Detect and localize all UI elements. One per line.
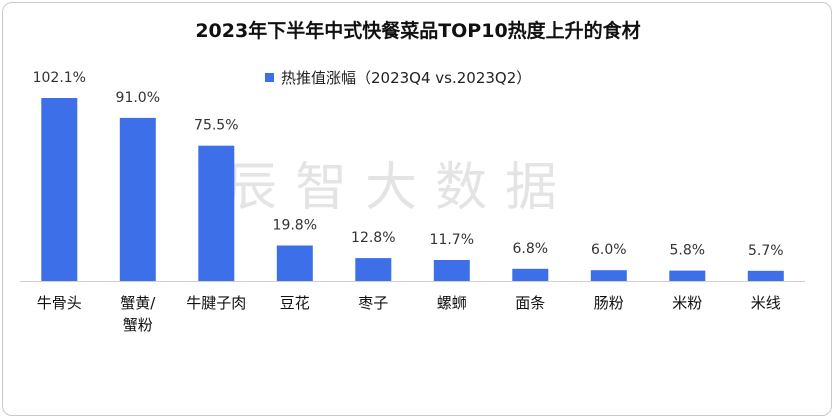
bar <box>41 98 78 281</box>
bar <box>119 117 156 282</box>
bar <box>590 270 627 281</box>
legend-label: 热推值涨幅（2023Q4 vs.2023Q2） <box>281 69 531 87</box>
bar <box>669 270 706 281</box>
legend: 热推值涨幅（2023Q4 vs.2023Q2） <box>265 69 531 87</box>
category-label: 螺蛳 <box>437 294 467 312</box>
category-label: 豆花 <box>280 294 310 312</box>
bar <box>433 260 470 281</box>
category-label: 肠粉 <box>594 294 624 312</box>
bar <box>276 245 313 281</box>
data-label: 11.7% <box>430 232 474 248</box>
data-label: 12.8% <box>351 230 395 246</box>
chart-title: 2023年下半年中式快餐菜品TOP10热度上升的食材 <box>195 19 640 42</box>
category-label: 蟹粉 <box>123 316 153 334</box>
data-label: 19.8% <box>273 218 317 234</box>
data-label: 102.1% <box>33 70 86 86</box>
category-labels: 牛骨头 蟹黄/蟹粉 牛腱子肉 豆花 枣子 螺蛳 面条 肠粉 米粉 米线 <box>37 294 781 334</box>
category-label: 牛骨头 <box>37 294 82 312</box>
bar <box>747 270 784 281</box>
data-label: 5.8% <box>670 243 706 259</box>
data-label: 75.5% <box>194 118 238 134</box>
bar <box>512 268 549 281</box>
bar <box>198 145 235 281</box>
watermark: 辰智大数据 <box>225 158 575 218</box>
data-label: 6.0% <box>591 242 627 258</box>
category-label: 面条 <box>515 294 545 312</box>
bars-group: 102.1% 91.0% 75.5% 19.8% 12.8% 11.7% 6.8% 6.0% 5… <box>33 70 784 282</box>
data-label: 91.0% <box>116 90 160 106</box>
category-label: 米粉 <box>672 294 702 312</box>
bar <box>355 258 392 281</box>
category-label: 牛腱子肉 <box>186 294 246 312</box>
legend-swatch <box>265 73 274 82</box>
category-label: 枣子 <box>358 294 388 312</box>
data-label: 6.8% <box>513 241 549 257</box>
category-label: 米线 <box>751 294 781 312</box>
data-label: 5.7% <box>748 243 784 259</box>
category-label: 蟹黄/ <box>120 294 156 312</box>
